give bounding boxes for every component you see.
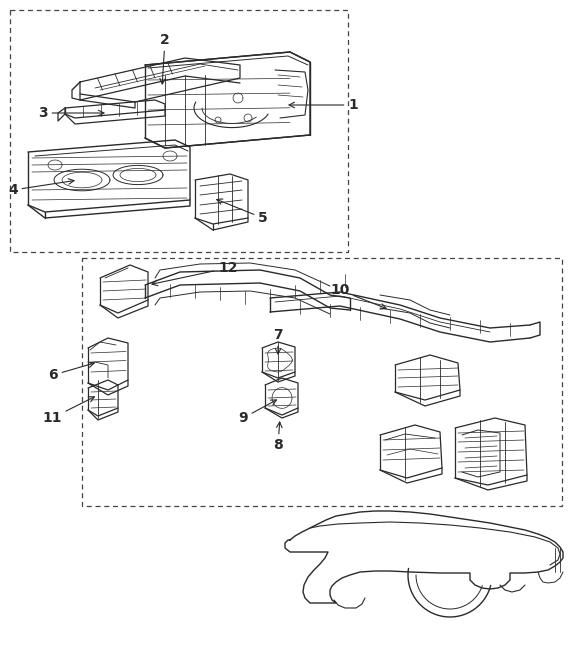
Text: 12: 12 [152,261,237,286]
Text: 1: 1 [289,98,358,112]
Text: 9: 9 [239,400,277,425]
Text: 8: 8 [273,422,283,452]
Text: 6: 6 [48,362,94,382]
Text: 2: 2 [160,33,170,84]
Text: 10: 10 [330,283,386,309]
Text: 11: 11 [43,397,94,425]
Bar [82,258,562,506]
Bar [10,10,348,252]
Text: 3: 3 [39,106,104,120]
Text: 5: 5 [217,199,268,225]
Text: 7: 7 [273,328,283,354]
Text: 4: 4 [9,178,74,197]
